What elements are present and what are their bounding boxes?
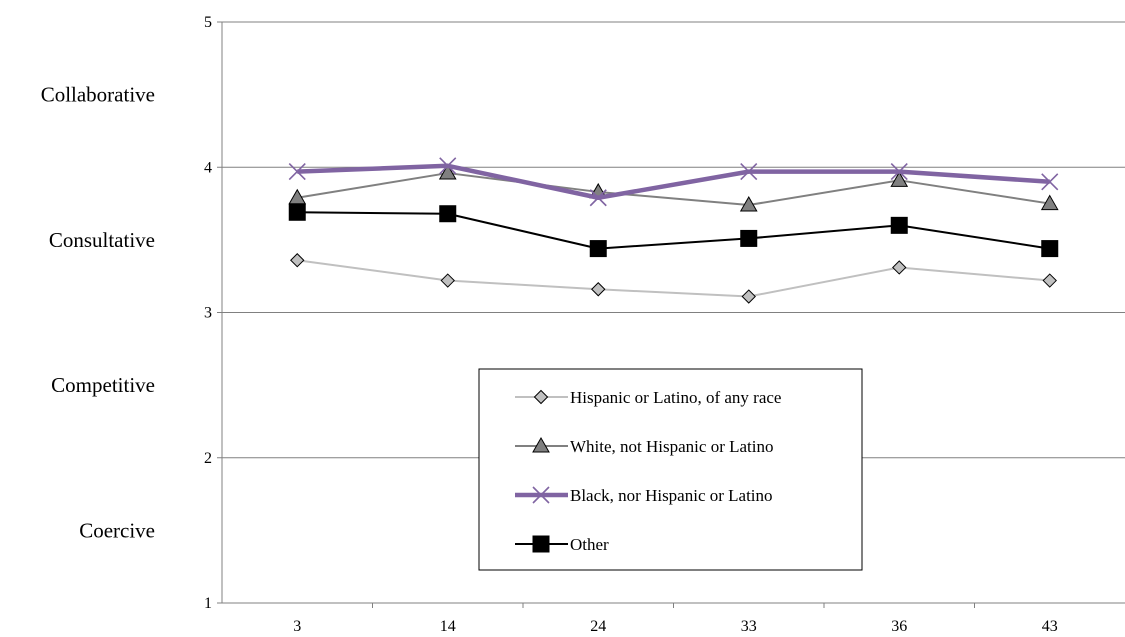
- data-point: [532, 535, 550, 553]
- data-point: [890, 171, 909, 187]
- data-point: [1041, 240, 1059, 258]
- band-label: Collaborative: [41, 83, 155, 107]
- data-point: [739, 196, 758, 212]
- x-tick-label: 24: [590, 618, 606, 635]
- series-0: [290, 253, 1057, 304]
- y-tick-label: 4: [204, 159, 212, 176]
- data-point: [440, 273, 455, 288]
- x-tick-label: 14: [440, 618, 456, 635]
- x-tick-label: 33: [741, 618, 757, 635]
- legend-label: White, not Hispanic or Latino: [570, 437, 773, 456]
- series-2: [288, 157, 1059, 207]
- data-point: [532, 436, 550, 453]
- data-point: [890, 163, 908, 181]
- band-label: Consultative: [49, 228, 155, 252]
- data-point: [589, 240, 607, 258]
- band-label: Coercive: [79, 518, 155, 542]
- legend-item: Other: [515, 535, 609, 554]
- data-point: [288, 163, 306, 181]
- x-tick-label: 43: [1042, 618, 1058, 635]
- legend-label: Other: [570, 535, 609, 554]
- legend-item: Hispanic or Latino, of any race: [515, 388, 781, 407]
- data-point: [740, 229, 758, 247]
- data-point: [890, 216, 908, 234]
- data-point: [439, 205, 457, 223]
- data-point: [288, 203, 306, 221]
- data-point: [1042, 273, 1057, 288]
- series-line: [297, 172, 1050, 207]
- legend: Hispanic or Latino, of any race White, no…: [478, 368, 863, 571]
- series-line: [297, 259, 1050, 298]
- series-group: [288, 157, 1059, 304]
- y-axis-ticks: 1 2 3 4 5: [204, 14, 222, 612]
- y-tick-label: 2: [204, 450, 212, 467]
- series-1: [288, 164, 1059, 212]
- data-point: [438, 164, 457, 180]
- data-point: [1040, 194, 1059, 211]
- data-point: [1041, 173, 1059, 191]
- data-point: [741, 289, 756, 304]
- y-tick-label: 3: [204, 305, 212, 322]
- x-tick-label: 36: [891, 618, 907, 635]
- legend-item: White, not Hispanic or Latino: [515, 436, 773, 456]
- data-point: [439, 157, 457, 175]
- data-point: [290, 253, 305, 268]
- y-band-labels: Collaborative Consultative Competitive Coer…: [41, 83, 155, 543]
- data-point: [740, 163, 758, 181]
- y-tick-label: 5: [204, 14, 212, 31]
- data-point: [533, 389, 549, 405]
- legend-item: Black, nor Hispanic or Latino: [515, 486, 773, 505]
- series-line: [297, 163, 1050, 201]
- x-axis-ticks: 3 14 24 33 36 43: [293, 603, 1058, 635]
- data-point: [589, 189, 607, 207]
- data-point: [892, 260, 907, 275]
- legend-label: Hispanic or Latino, of any race: [570, 388, 781, 407]
- y-tick-label: 1: [204, 595, 212, 612]
- data-point: [288, 188, 307, 205]
- data-point: [591, 282, 606, 297]
- series-line: [297, 211, 1050, 250]
- x-tick-label: 3: [293, 618, 301, 635]
- series-3: [288, 203, 1059, 258]
- band-label: Competitive: [51, 373, 155, 397]
- legend-label: Black, nor Hispanic or Latino: [570, 486, 773, 505]
- data-point: [532, 486, 550, 504]
